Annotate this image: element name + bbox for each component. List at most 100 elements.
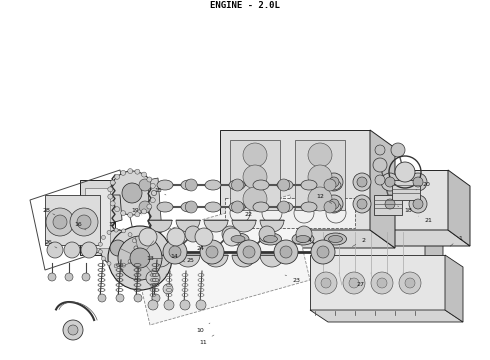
Ellipse shape: [277, 180, 293, 190]
Circle shape: [308, 165, 332, 189]
Circle shape: [128, 212, 133, 217]
Bar: [230, 140, 280, 210]
Polygon shape: [104, 195, 122, 225]
Circle shape: [278, 201, 290, 213]
Circle shape: [82, 273, 90, 281]
Circle shape: [142, 172, 147, 177]
Bar: [374, 195, 402, 215]
Text: 4: 4: [296, 238, 312, 244]
Text: ENGINE - 2.0L: ENGINE - 2.0L: [210, 1, 280, 10]
Text: 13: 13: [146, 256, 160, 265]
Circle shape: [185, 179, 197, 191]
Circle shape: [108, 194, 113, 199]
Polygon shape: [148, 220, 172, 232]
Circle shape: [139, 179, 151, 191]
Circle shape: [237, 240, 261, 264]
Circle shape: [243, 246, 255, 258]
Ellipse shape: [301, 202, 317, 212]
Circle shape: [128, 259, 132, 264]
Circle shape: [185, 226, 201, 242]
Circle shape: [200, 240, 224, 264]
Circle shape: [150, 198, 155, 203]
Circle shape: [151, 190, 156, 195]
Circle shape: [164, 300, 174, 310]
Circle shape: [324, 201, 336, 213]
Circle shape: [324, 179, 336, 191]
Text: 27: 27: [350, 278, 364, 288]
Ellipse shape: [301, 180, 317, 190]
Circle shape: [385, 199, 395, 209]
Polygon shape: [315, 230, 425, 275]
Circle shape: [375, 205, 385, 215]
Polygon shape: [148, 178, 162, 235]
Circle shape: [130, 248, 150, 268]
Polygon shape: [85, 188, 110, 248]
Circle shape: [134, 294, 142, 302]
Circle shape: [243, 143, 267, 167]
Circle shape: [317, 246, 329, 258]
Ellipse shape: [157, 202, 173, 212]
Circle shape: [98, 250, 102, 254]
Circle shape: [357, 199, 367, 209]
Circle shape: [409, 195, 427, 213]
Circle shape: [146, 271, 160, 285]
Ellipse shape: [264, 235, 277, 243]
Circle shape: [180, 300, 190, 310]
Circle shape: [325, 195, 343, 213]
Polygon shape: [130, 195, 310, 325]
Polygon shape: [318, 230, 470, 246]
Ellipse shape: [157, 180, 173, 190]
Polygon shape: [310, 255, 445, 310]
Text: 2: 2: [352, 238, 365, 247]
Circle shape: [280, 246, 292, 258]
Polygon shape: [425, 230, 443, 287]
Polygon shape: [260, 255, 284, 267]
Circle shape: [150, 183, 155, 188]
Circle shape: [151, 190, 156, 195]
Circle shape: [375, 175, 385, 185]
Circle shape: [147, 204, 152, 209]
Circle shape: [64, 242, 80, 258]
Circle shape: [296, 226, 312, 242]
Ellipse shape: [260, 233, 281, 245]
Circle shape: [243, 165, 267, 189]
Text: 18: 18: [397, 206, 412, 212]
Circle shape: [46, 208, 74, 236]
Ellipse shape: [277, 202, 293, 212]
Circle shape: [108, 226, 172, 290]
Ellipse shape: [181, 180, 197, 190]
Polygon shape: [220, 130, 370, 230]
Text: 14: 14: [170, 253, 185, 262]
Circle shape: [139, 228, 157, 246]
Circle shape: [353, 195, 371, 213]
Ellipse shape: [227, 233, 249, 245]
Circle shape: [139, 201, 151, 213]
Circle shape: [373, 158, 387, 172]
Text: 20: 20: [416, 183, 430, 190]
Polygon shape: [310, 310, 463, 322]
Circle shape: [381, 173, 399, 191]
Text: 1: 1: [450, 235, 462, 246]
Circle shape: [399, 272, 421, 294]
Polygon shape: [148, 255, 172, 267]
Circle shape: [195, 228, 213, 246]
Circle shape: [115, 174, 120, 179]
Circle shape: [371, 272, 393, 294]
Circle shape: [100, 230, 136, 266]
Circle shape: [321, 278, 331, 288]
Circle shape: [315, 272, 337, 294]
Bar: [392, 180, 420, 200]
Text: 16: 16: [74, 222, 86, 230]
Circle shape: [110, 240, 126, 256]
Circle shape: [77, 215, 91, 229]
Circle shape: [413, 177, 423, 187]
Circle shape: [110, 180, 115, 185]
Ellipse shape: [325, 180, 341, 190]
Polygon shape: [204, 220, 228, 232]
Circle shape: [110, 171, 154, 215]
Circle shape: [81, 242, 97, 258]
Text: 25: 25: [180, 255, 194, 262]
Circle shape: [108, 187, 113, 192]
Circle shape: [375, 145, 385, 155]
Polygon shape: [176, 220, 200, 232]
